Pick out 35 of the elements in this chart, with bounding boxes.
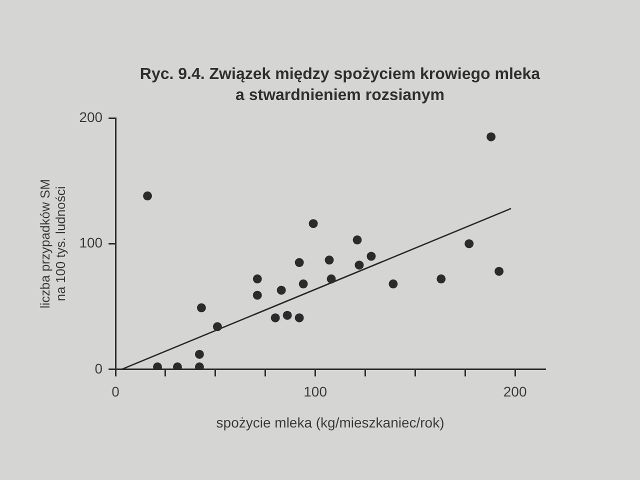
point (172, 362, 182, 370)
point (212, 322, 222, 332)
point (252, 274, 262, 284)
point (298, 279, 308, 288)
point (366, 252, 376, 261)
point (294, 313, 304, 322)
point (354, 260, 364, 270)
point (308, 219, 318, 228)
point (252, 290, 262, 300)
point (436, 274, 446, 284)
point (494, 266, 504, 276)
x-axis-title: spożycie mleka (kg/mieszkaniec/rok) (216, 414, 444, 430)
point (143, 191, 152, 200)
x-tick-label: 100 (304, 384, 328, 400)
point (486, 132, 496, 142)
x-tick-label: 0 (112, 384, 120, 400)
point (270, 313, 280, 322)
x-tick-label: 200 (503, 384, 527, 400)
point (352, 235, 362, 244)
point (282, 310, 292, 320)
point (388, 279, 398, 288)
point (194, 350, 204, 359)
point (194, 362, 204, 370)
y-axis-title: liczba przypadków SM na 100 tys. ludności (37, 179, 68, 308)
point (276, 286, 286, 295)
point (324, 256, 334, 265)
y-tick-label: 200 (79, 108, 103, 125)
point (326, 274, 336, 284)
point (294, 258, 304, 268)
point (464, 239, 474, 248)
chart-title: Ryc. 9.4. Związek między spożyciem krowiego mleka a stwardnieniem rozsianym (138, 65, 542, 106)
point (196, 303, 206, 312)
point (153, 362, 162, 370)
y-tick-label: 0 (94, 360, 103, 376)
y-tick-label: 100 (79, 234, 103, 251)
